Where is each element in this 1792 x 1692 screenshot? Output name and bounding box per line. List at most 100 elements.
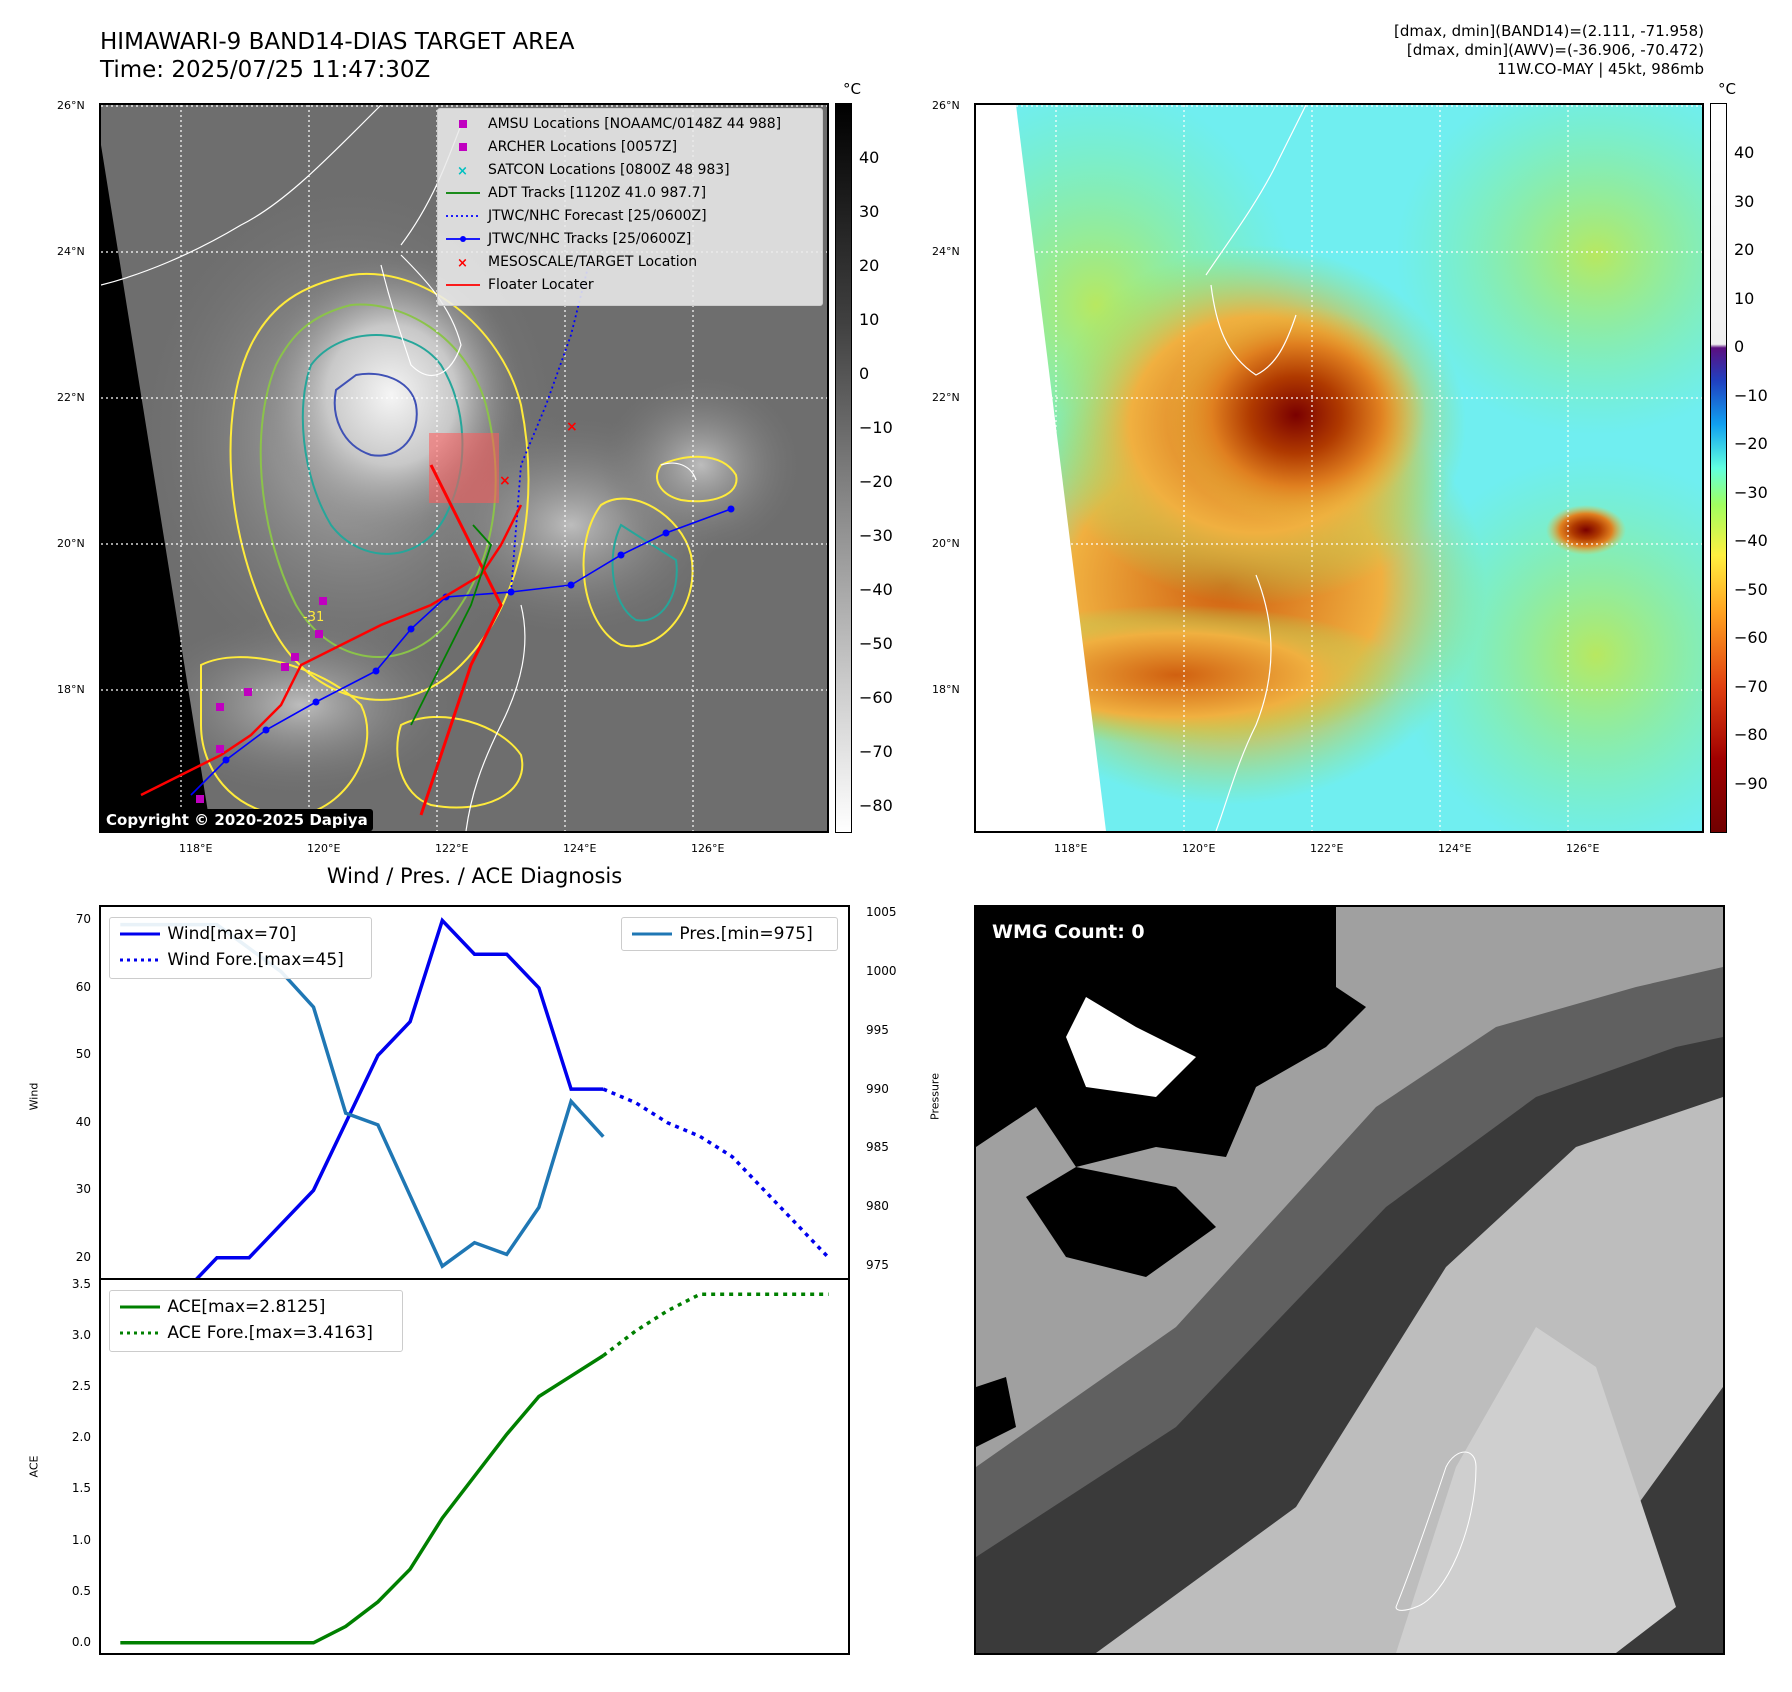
ir-lat-tick: 26°N [57, 99, 85, 112]
legend-entry: × MESOSCALE/TARGET Location [444, 253, 697, 271]
ir-lat-tick: 18°N [57, 683, 85, 696]
awv-lat-tick: 22°N [932, 391, 960, 404]
legend-label: JTWC/NHC Forecast [25/0600Z] [488, 208, 707, 224]
ace-axis-label: ACE [27, 1455, 41, 1478]
awv-lon-tick: 122°E [1310, 842, 1344, 855]
ace-axis-tick: 0.5 [71, 1583, 91, 1598]
ir-lat-tick: 22°N [57, 391, 85, 404]
ace-axis-tick: 0.0 [71, 1634, 91, 1649]
legend-marker [446, 284, 480, 286]
awv-colorbar-tick: 40 [1734, 143, 1755, 162]
legend-entry: JTWC/NHC Tracks [25/0600Z] [444, 230, 691, 248]
ace-axis-tick: 1.5 [71, 1481, 91, 1496]
awv-colorbar-tick: −40 [1734, 531, 1768, 550]
awv-colorbar-tick: 30 [1734, 191, 1755, 211]
ir-colorbar-tick: −10 [859, 418, 893, 437]
legend-entry: AMSU Locations [NOAAMC/0148Z 44 988] [444, 115, 781, 133]
ir-colorbar-tick: −70 [859, 742, 893, 761]
awv-colorbar-tick: −80 [1734, 725, 1768, 744]
ir-lon-tick: 124°E [563, 842, 597, 855]
ace-plot [120, 1292, 829, 1645]
legend-entry: × SATCON Locations [0800Z 48 983] [444, 161, 730, 179]
awv-colorbar-tick: −30 [1734, 482, 1768, 502]
pressure-axis-tick: 980 [866, 1199, 889, 1214]
ir-colorbar-tick: 10 [859, 310, 880, 329]
legend-marker [459, 143, 467, 151]
awv-colorbar-tick: −60 [1734, 628, 1768, 647]
ir-colorbar [835, 103, 852, 833]
legend-label: ARCHER Locations [0057Z] [488, 139, 678, 155]
wind-axis-tick: 50 [75, 1047, 91, 1062]
awv-colorbar-tick: −20 [1734, 434, 1768, 453]
legend-entry: ADT Tracks [1120Z 41.0 987.7] [444, 184, 706, 202]
awv-lat-tick: 26°N [932, 99, 960, 112]
pressure-axis-tick: 995 [866, 1022, 889, 1037]
ir-lat-tick: 20°N [57, 537, 85, 550]
ir-colorbar-tick: 30 [859, 202, 880, 221]
wind-pressure-chart: Wind[max=70] Wind Fore.[max=45] Pres.[mi… [99, 905, 850, 1280]
series-line-0 [120, 1354, 605, 1645]
band14-range: [dmax, dmin](BAND14)=(2.111, -71.958) [1393, 22, 1704, 40]
wind-legend: Wind[max=70] Wind Fore.[max=45] [109, 917, 372, 979]
wind-legend-entry: Wind[max=70] [120, 924, 297, 944]
wmg-image [976, 907, 1723, 1653]
pressure-axis-tick: 1000 [866, 963, 897, 978]
pressure-axis-tick: 975 [866, 1258, 889, 1273]
awv-map-panel [974, 103, 1704, 833]
awv-colorbar-tick: 10 [1734, 288, 1755, 308]
legend-label: Floater Locater [488, 277, 594, 293]
wind-axis-tick: 60 [75, 979, 91, 994]
ace-axis-tick: 3.5 [71, 1277, 91, 1292]
awv-lat-tick: 24°N [932, 245, 960, 258]
awv-lon-tick: 120°E [1182, 842, 1216, 855]
ir-colorbar-tick: 40 [859, 148, 880, 167]
svg-text:×: × [457, 164, 468, 177]
wind-axis-label: Wind [27, 1082, 41, 1111]
wmg-panel: WMG Count: 0 [974, 905, 1725, 1655]
pressure-axis-label: Pressure [928, 1073, 942, 1120]
awv-lon-tick: 118°E [1054, 842, 1088, 855]
ir-legend: AMSU Locations [NOAAMC/0148Z 44 988] ARCH… [437, 108, 823, 306]
ace-axis-tick: 3.0 [71, 1328, 91, 1343]
ace-legend-entry: ACE[max=2.8125] [120, 1297, 326, 1317]
ace-chart: ACE[max=2.8125] ACE Fore.[max=3.4163] [99, 1278, 850, 1655]
legend-marker [459, 120, 467, 128]
ir-colorbar-tick: 20 [859, 256, 880, 275]
pressure-axis-tick: 990 [866, 1081, 889, 1096]
awv-lat-tick: 18°N [932, 683, 960, 696]
legend-marker: × [457, 256, 468, 271]
storm-info: 11W.CO-MAY | 45kt, 986mb [1497, 60, 1704, 78]
legend-marker [446, 192, 480, 194]
wmg-count-label: WMG Count: 0 [992, 921, 1145, 943]
awv-colorbar-tick: −10 [1734, 385, 1768, 405]
ace-axis-tick: 2.0 [71, 1430, 91, 1445]
legend-label: SATCON Locations [0800Z 48 983] [488, 162, 730, 178]
legend-label: ADT Tracks [1120Z 41.0 987.7] [488, 185, 707, 201]
ir-lon-tick: 122°E [435, 842, 469, 855]
awv-lon-tick: 124°E [1438, 842, 1472, 855]
ace-forecast-legend-entry: ACE Fore.[max=3.4163] [120, 1323, 373, 1343]
ir-lon-tick: 120°E [307, 842, 341, 855]
ir-colorbar-tick: −30 [859, 526, 893, 545]
legend-entry: ARCHER Locations [0057Z] [444, 138, 677, 156]
svg-text:×: × [499, 473, 511, 489]
ace-axis-tick: 2.5 [71, 1379, 91, 1394]
diagnosis-title: Wind / Pres. / ACE Diagnosis [326, 864, 623, 888]
awv-colorbar-tick: 20 [1734, 240, 1755, 259]
copyright-label: Copyright © 2020-2025 Dapiya [101, 809, 373, 831]
wind-axis-tick: 20 [75, 1249, 91, 1264]
legend-marker [446, 236, 480, 242]
ace-axis-tick: 1.0 [71, 1532, 91, 1547]
svg-text:×: × [566, 419, 578, 435]
awv-colorbar-tick: 0 [1734, 337, 1745, 356]
awv-colorbar-tick: −50 [1734, 579, 1768, 599]
wind-axis-tick: 30 [75, 1182, 91, 1197]
wind-axis-tick: 40 [75, 1114, 91, 1129]
pressure-legend: Pres.[min=975] [621, 917, 838, 951]
ir-colorbar-tick: −50 [859, 634, 893, 653]
ir-map-panel: × × -31 Copyright © 2020-2025 Dapiya AMS… [99, 103, 829, 833]
series-line-1 [602, 1087, 830, 1259]
legend-entry: JTWC/NHC Forecast [25/0600Z] [444, 207, 707, 225]
chart-title: HIMAWARI-9 BAND14-DIAS TARGET AREA [100, 29, 575, 55]
pressure-axis-tick: 985 [866, 1140, 889, 1155]
